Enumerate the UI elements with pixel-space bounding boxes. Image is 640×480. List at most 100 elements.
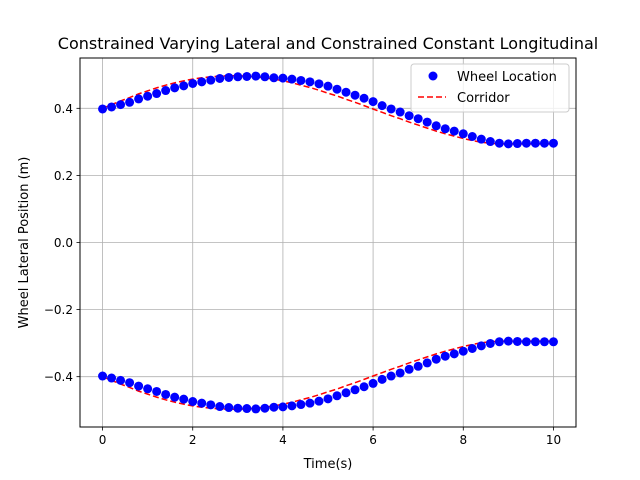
wheel-location-point (323, 81, 333, 91)
wheel-location-point (170, 83, 180, 93)
wheel-location-point (188, 78, 198, 88)
wheel-location-point (422, 358, 432, 368)
wheel-location-point (332, 84, 342, 94)
wheel-location-point (548, 138, 558, 148)
wheel-location-point (269, 402, 279, 412)
legend-label-wheel-location: Wheel Location (457, 70, 557, 85)
wheel-location-point (260, 72, 270, 82)
wheel-location-point (377, 374, 387, 384)
wheel-location-point (170, 392, 180, 402)
wheel-location-point (206, 75, 216, 85)
wheel-location-point (386, 104, 396, 114)
wheel-location-point (233, 403, 243, 413)
wheel-location-point (440, 124, 450, 134)
wheel-location-point (530, 138, 540, 148)
wheel-location-point (278, 73, 288, 83)
wheel-location-point (296, 400, 306, 410)
wheel-location-point (359, 382, 369, 392)
y-tick-label: 0.4 (54, 102, 73, 116)
wheel-location-point (512, 336, 522, 346)
wheel-location-point (377, 101, 387, 111)
wheel-location-point (161, 389, 171, 399)
wheel-location-point (476, 341, 486, 351)
wheel-location-point (287, 74, 297, 84)
legend-marker-wheel-location (428, 71, 438, 81)
wheel-location-point (125, 378, 135, 388)
wheel-location-point (134, 381, 144, 391)
wheel-location-point (413, 114, 423, 124)
legend-frame (410, 63, 570, 113)
wheel-location-point (422, 117, 432, 127)
wheel-location-point (242, 71, 252, 81)
wheel-location-point (152, 89, 162, 99)
wheel-location-point (206, 400, 216, 410)
wheel-location-point (215, 402, 225, 412)
wheel-location-point (152, 386, 162, 396)
x-tick-label: 10 (546, 433, 561, 447)
ticks: 0 2 4 6 8 10 −0.4 −0.2 0.0 0.2 0.4 (44, 102, 561, 447)
wheel-location-point (251, 71, 261, 81)
wheel-location-point (143, 384, 153, 394)
wheel-location-point (179, 81, 189, 91)
y-tick-label: −0.2 (44, 303, 73, 317)
wheel-location-point (224, 72, 234, 82)
wheel-location-point (134, 94, 144, 104)
wheel-location-point (485, 137, 495, 147)
wheel-location-point (440, 351, 450, 361)
wheel-location-point (161, 86, 171, 96)
wheel-location-point (530, 337, 540, 347)
wheel-location-point (512, 139, 522, 149)
wheel-location-point (98, 371, 108, 381)
wheel-location-point (98, 104, 108, 114)
x-tick-label: 6 (369, 433, 377, 447)
wheel-location-point (296, 75, 306, 85)
wheel-location-point (269, 73, 279, 83)
wheel-location-point (395, 368, 405, 378)
wheel-location-point (341, 388, 351, 398)
wheel-location-point (494, 337, 504, 347)
wheel-location-point (314, 79, 324, 89)
wheel-location-point (107, 373, 117, 383)
wheel-location-point (116, 375, 126, 385)
wheel-location-point (215, 73, 225, 83)
wheel-location-point (188, 397, 198, 407)
y-tick-label: −0.4 (44, 370, 73, 384)
wheel-location-point (395, 107, 405, 117)
wheel-location-point (260, 403, 270, 413)
wheel-location-point (503, 336, 513, 346)
wheel-location-point (251, 404, 261, 414)
wheel-location-point (431, 121, 441, 131)
wheel-location-point (521, 138, 531, 148)
wheel-location-point (494, 138, 504, 148)
x-tick-label: 4 (279, 433, 287, 447)
wheel-location-point (197, 398, 207, 408)
wheel-location-point (476, 134, 486, 144)
wheel-location-point (242, 404, 252, 414)
wheel-location-point (458, 346, 468, 356)
wheel-location-point (413, 361, 423, 371)
legend: Wheel Location Corridor (410, 63, 570, 113)
wheel-location-point (548, 337, 558, 347)
wheel-location-point (503, 139, 513, 149)
wheel-location-point (485, 338, 495, 348)
wheel-location-point (449, 126, 459, 136)
wheel-location-point (278, 402, 288, 412)
wheel-location-point (368, 97, 378, 107)
wheel-location-point (116, 100, 126, 110)
x-tick-label: 2 (189, 433, 197, 447)
wheel-location-point (539, 138, 549, 148)
wheel-location-point (521, 337, 531, 347)
wheel-location-point (458, 129, 468, 139)
wheel-location-point (359, 93, 369, 103)
chart-title: Constrained Varying Lateral and Constrai… (58, 34, 598, 53)
wheel-location-point (449, 349, 459, 359)
wheel-location-point (143, 91, 153, 101)
y-axis-label: Wheel Lateral Position (m) (17, 157, 32, 329)
wheel-location-point (305, 77, 315, 87)
wheel-location-point (323, 394, 333, 404)
wheel-location-point (350, 385, 360, 395)
y-tick-label: 0.2 (54, 169, 73, 183)
wheel-location-point (224, 403, 234, 413)
wheel-location-point (125, 97, 135, 107)
wheel-location-point (197, 77, 207, 87)
